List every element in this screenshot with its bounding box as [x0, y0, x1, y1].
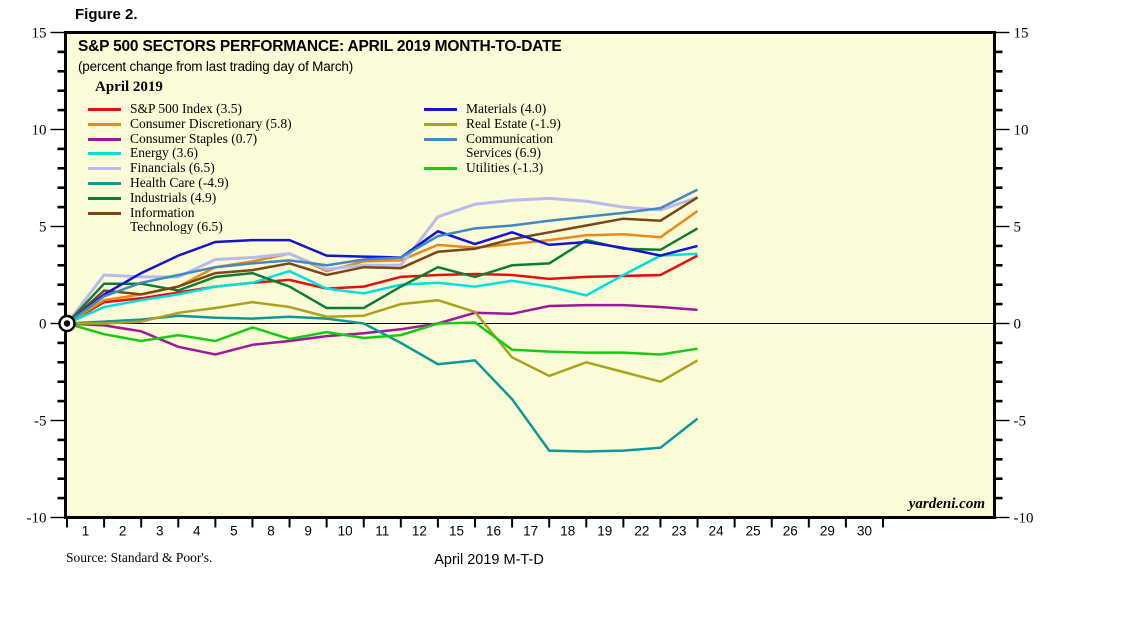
- legend-label: Communication Services (6.9): [466, 130, 553, 161]
- legend-title: April 2019: [95, 79, 163, 95]
- x-tick-label: 17: [523, 524, 538, 539]
- legend-label: Consumer Staples (0.7): [130, 130, 258, 146]
- y-axis-label-right: 0: [1014, 317, 1022, 333]
- series-line-s-p-500-index: [66, 254, 699, 325]
- legend-swatch-utilities: [424, 167, 457, 171]
- series-line-utilities: [66, 321, 698, 356]
- x-tick-label: 9: [304, 524, 312, 539]
- legend-swatch-s-p-500-index: [88, 108, 121, 111]
- x-tick-label: 25: [746, 524, 761, 539]
- series-line-consumer-staples: [66, 303, 698, 356]
- legend-label: Health Care (-4.9): [130, 174, 229, 190]
- legend-item-materials: Materials (4.0): [424, 101, 561, 117]
- series-line-information-technology: [66, 196, 699, 325]
- y-axis-label-left: -5: [34, 414, 47, 430]
- x-tick-label: 16: [486, 524, 501, 539]
- x-tick-label: 8: [267, 524, 275, 539]
- source-note: Source: Standard & Poor's.: [66, 550, 213, 565]
- legend-item-consumer-discretionary: Consumer Discretionary (5.8): [88, 115, 292, 132]
- series-line-real-estate: [67, 298, 699, 384]
- legend-item-industrials: Industrials (4.9): [88, 189, 292, 206]
- legend-label: Real Estate (-1.9): [466, 115, 561, 131]
- plot-area: [64, 31, 996, 519]
- legend-item-utilities: Utilities (-1.3): [424, 160, 561, 176]
- chart-subtitle: (percent change from last trading day of…: [78, 59, 353, 74]
- legend-swatch-health-care: [88, 181, 121, 185]
- x-tick-label: 30: [857, 524, 872, 539]
- legend-label: Financials (6.5): [130, 160, 215, 176]
- series-line-materials: [66, 229, 698, 325]
- legend-swatch-energy: [88, 152, 121, 156]
- legend-item-consumer-staples: Consumer Staples (0.7): [88, 130, 292, 147]
- y-axis-label-right: 5: [1014, 220, 1022, 236]
- y-axis-label-right: 15: [1014, 26, 1029, 42]
- series-line-industrials: [66, 227, 699, 325]
- y-axis-label-left: 5: [39, 220, 47, 236]
- legend-swatch-real-estate: [424, 122, 457, 126]
- x-tick-label: 26: [783, 524, 798, 539]
- legend-label: Energy (3.6): [130, 145, 198, 161]
- legend-column-left: S&P 500 Index (3.5) Consumer Discretionar…: [88, 101, 292, 236]
- legend-item-real-estate: Real Estate (-1.9): [424, 115, 561, 132]
- legend-label: Information Technology (6.5): [130, 204, 223, 235]
- x-tick-label: 18: [560, 524, 575, 539]
- legend-label: Materials (4.0): [466, 101, 547, 116]
- series-line-health-care: [66, 314, 699, 453]
- y-axis-label-left: 15: [32, 26, 47, 42]
- watermark: yardeni.com: [908, 496, 985, 512]
- chart-title: S&P 500 SECTORS PERFORMANCE: APRIL 2019 …: [78, 38, 562, 55]
- legend-item-communication-services: Communication Services (6.9): [424, 130, 561, 162]
- legend-column-right: Materials (4.0) Real Estate (-1.9) Communi…: [424, 101, 561, 176]
- x-tick-label: 5: [230, 524, 238, 539]
- figure-label: Figure 2.: [75, 6, 138, 23]
- origin-marker-dot: [63, 320, 71, 327]
- legend-swatch-consumer-discretionary: [88, 122, 121, 126]
- x-tick-label: 1: [82, 524, 90, 539]
- x-tick-label: 19: [597, 524, 612, 539]
- y-axis-label-right: 10: [1014, 123, 1029, 139]
- legend-item-financials: Financials (6.5): [88, 160, 292, 176]
- legend-label: Consumer Discretionary (5.8): [130, 115, 292, 131]
- legend-swatch-industrials: [88, 196, 121, 200]
- legend-label: Industrials (4.9): [130, 189, 217, 205]
- x-tick-label: 3: [156, 524, 164, 539]
- legend-swatch-consumer-staples: [88, 137, 121, 141]
- y-axis-label-right: -10: [1014, 511, 1034, 527]
- y-axis-label-left: 10: [32, 123, 47, 139]
- series-line-energy: [66, 252, 698, 325]
- x-axis-title: April 2019 M-T-D: [434, 552, 544, 568]
- legend-item-s-p-500-index: S&P 500 Index (3.5): [88, 101, 292, 117]
- x-tick-label: 29: [820, 524, 835, 539]
- x-tick-label: 23: [671, 524, 686, 539]
- x-tick-label: 12: [412, 524, 427, 539]
- series-line-communication-services: [66, 188, 699, 325]
- legend-item-information-technology: Information Technology (6.5): [88, 204, 292, 236]
- x-tick-label: 4: [193, 524, 201, 539]
- legend-item-health-care: Health Care (-4.9): [88, 174, 292, 191]
- x-tick-label: 22: [634, 524, 649, 539]
- x-tick-label: 10: [338, 524, 353, 539]
- x-tick-label: 15: [449, 524, 464, 539]
- x-tick-label: 2: [119, 524, 127, 539]
- x-tick-label: 24: [709, 524, 725, 539]
- y-axis-label-left: 0: [39, 317, 47, 333]
- legend-label: Utilities (-1.3): [466, 160, 544, 176]
- legend-swatch-information-technology: [88, 211, 121, 215]
- legend-swatch-financials: [88, 167, 121, 171]
- legend-label: S&P 500 Index (3.5): [130, 101, 242, 116]
- y-axis-label-right: -5: [1014, 414, 1027, 430]
- legend-swatch-materials: [424, 108, 457, 111]
- legend-swatch-communication-services: [424, 137, 457, 141]
- legend-item-energy: Energy (3.6): [88, 146, 292, 161]
- y-axis-label-left: -10: [27, 511, 47, 527]
- x-tick-label: 11: [375, 524, 389, 539]
